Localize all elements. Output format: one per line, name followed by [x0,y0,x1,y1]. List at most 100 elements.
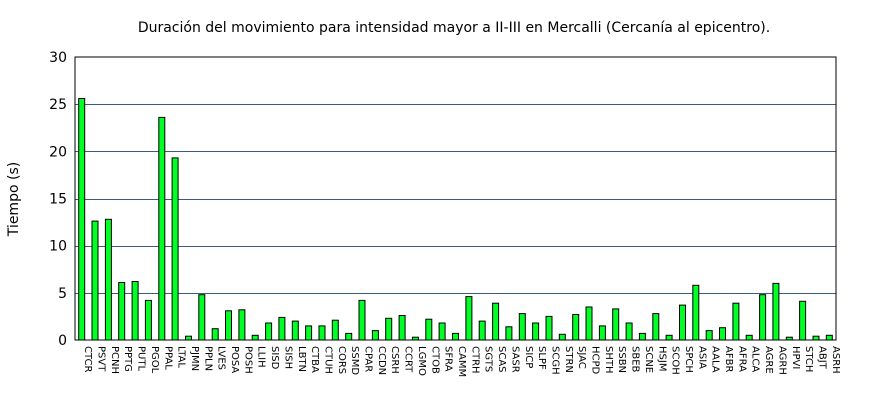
x-tick-label-afra: AFRA [736,346,747,372]
bar-pjmn [185,335,192,341]
x-tick-label-camm: CAMM [456,346,467,377]
x-tick-label-putl: PUTL [136,346,147,371]
x-tick-label-afbr: AFBR [723,346,734,372]
x-tick-label-alca: ALCA [750,346,761,372]
x-tick-label-pgol: PGOL [149,346,160,374]
x-tick-label-sicp: SICP [523,346,534,368]
x-tick-label-posh: POSH [242,346,253,374]
bar-llih [251,334,259,341]
y-tick-label: 25 [49,97,67,113]
chart-title: Duración del movimiento para intensidad … [138,20,770,36]
x-tick-label-sasr: SASR [509,346,520,373]
bar-stch [799,300,807,341]
bar-hcpd [585,306,593,341]
x-tick-label-agrh: AGRH [776,346,787,375]
y-tick-label: 20 [49,144,67,160]
x-tick-label-csrh: CSRH [389,346,400,374]
x-tick-label-lbtn: LBTN [296,346,307,372]
x-tick-label-psvt: PSVT [96,346,107,372]
x-tick-label-sish: SISH [282,346,293,369]
bar-sicp [518,313,526,341]
bar-slpf [532,322,540,341]
x-tick-label-scoh: SCOH [670,346,681,375]
x-tick-label-scas: SCAS [496,346,507,373]
bar-camm [452,332,459,341]
bar-ppal [158,116,166,341]
bar-cpar [358,299,366,341]
y-tick-label: 5 [58,286,67,302]
x-tick-label-ppal: PPAL [162,346,173,370]
x-tick-label-strn: STRN [563,346,574,373]
x-tick-label-ctba: CTBA [309,346,320,373]
bar-ctob [425,318,433,341]
gridlines [75,104,836,294]
bar-alca [745,334,753,341]
x-tick-label-hpvi: HPVI [790,346,801,369]
x-tick-label-pjmn: PJMN [189,346,200,371]
bar-spch [679,304,686,341]
x-tick-label-hcpd: HCPD [590,346,601,375]
bar-aala [705,330,713,341]
bar-sish [278,316,286,341]
x-tick-label-pptg: PPTG [122,346,133,372]
bar-ctrh [465,296,473,341]
bar-pgol [144,299,152,341]
bar-ccdn [371,330,379,341]
y-tick-label: 15 [49,192,67,208]
bar-ltal [171,157,179,341]
x-tick-label-slpf: SLPF [536,346,547,370]
bar-ssbn [612,308,620,341]
x-tick-label-pcnh: PCNH [109,346,120,374]
x-tick-label-ssbn: SSBN [616,346,627,373]
x-tick-label-asrh: ASRH [830,346,841,374]
x-tick-label-sbeb: SBEB [630,346,641,373]
bar-sfra [438,322,446,341]
bar-sisd [265,322,273,341]
bar-pcnh [104,218,112,341]
x-tick-label-shth: SHTH [603,346,614,374]
bar-afra [732,302,740,341]
x-tick-label-ppln: PPLN [202,346,213,371]
x-tick-label-ccdn: CCDN [376,346,387,375]
bar-scoh [665,334,673,341]
x-tick-label-posa: POSA [229,346,240,373]
x-tick-label-sisd: SISD [269,346,280,370]
bar-agre [759,294,767,341]
x-tick-label-scgh: SCGH [550,346,561,375]
x-tick-label-ctcr: CTCR [82,346,93,372]
bar-ppln [198,294,206,341]
bar-afbr [719,327,726,341]
x-tick-label-ctrh: CTRH [469,346,480,374]
bar-agrh [772,282,780,341]
x-tick-label-asia: ASIA [696,346,707,369]
bar-psvt [91,220,99,341]
bar-csrh [385,317,393,341]
bar-sjac [572,314,580,341]
bar-strn [558,333,566,341]
bar-ctuh [318,325,326,341]
x-tick-label-lgmo: LGMO [416,346,427,376]
y-tick-label: 30 [49,50,67,66]
x-tick-label-agre: AGRE [763,346,774,374]
y-axis-label: Tiempo (s) [6,162,22,237]
bar-ctcr [78,98,86,341]
bar-hsjm [652,313,660,341]
x-tick-label-ltal: LTAL [176,346,187,368]
bar-sgts [478,320,486,341]
bar-ctba [305,325,313,341]
x-tick-label-lves: LVES [216,346,227,370]
y-tick-label: 10 [49,239,67,255]
x-tick-label-spch: SPCH [683,346,694,373]
bars [78,98,833,341]
bar-lbtn [291,320,299,341]
x-tick-label-hsjm: HSJM [656,346,667,371]
x-tick-label-cpar: CPAR [363,346,374,372]
x-tick-label-aala: AALA [710,346,721,373]
plot-frame [74,56,837,341]
x-tick-label-scne: SCNE [643,346,654,373]
bar-scgh [545,315,553,341]
x-tick-label-sjac: SJAC [576,346,587,369]
bar-ccrt [398,315,406,341]
x-tick-label-abjt: ABJT [817,346,828,370]
